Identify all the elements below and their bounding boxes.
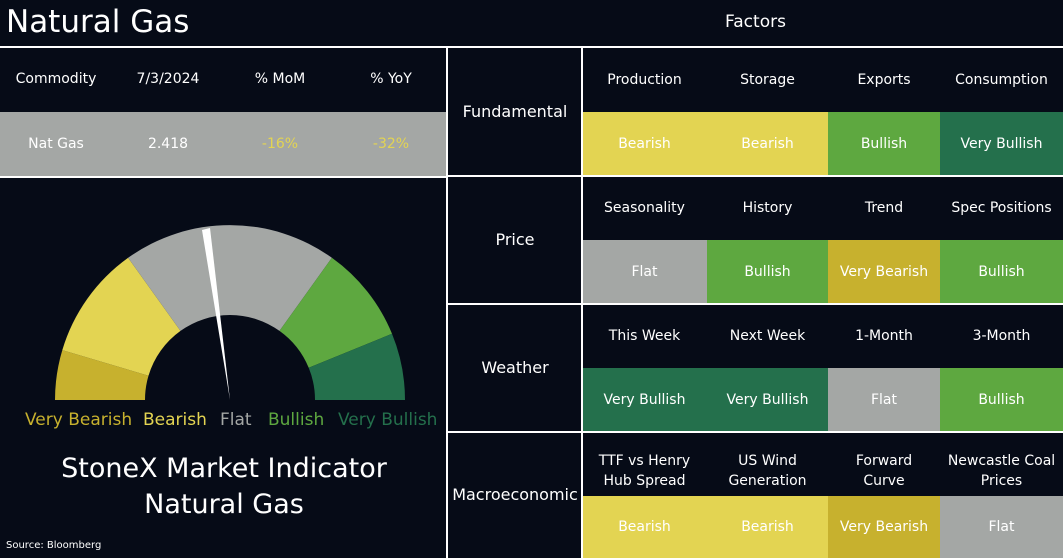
divider (448, 431, 1063, 433)
factor-name: Exports (857, 72, 911, 88)
category-price: Price (495, 230, 535, 249)
factor-name: Trend (864, 200, 904, 216)
factors-title: Factors (725, 12, 786, 32)
mom-change: -16% (261, 136, 299, 152)
category-macroeconomic: Macroeconomic (452, 485, 578, 504)
factor-name: This Week (608, 328, 681, 344)
factor-signal: Bullish (940, 240, 1063, 304)
gauge-segment-flat (128, 225, 332, 331)
factor-name: Next Week (729, 328, 806, 344)
divider (448, 175, 1063, 177)
table-row: Nat Gas 2.418 -16% -32% (0, 112, 446, 176)
factor-signal: Flat (940, 496, 1063, 558)
factors-grid: Fundamental Production Storage Exports C… (448, 48, 1063, 558)
factor-signal: Bearish (707, 112, 828, 176)
divider (0, 46, 446, 48)
yoy-change: -32% (372, 136, 410, 152)
factor-signal: Very Bullish (582, 368, 707, 432)
factor-signal: Very Bearish (828, 496, 940, 558)
gauge-label-flat: Flat (220, 410, 252, 430)
gauge-label-bullish: Bullish (268, 410, 325, 430)
factor-signal: Bullish (707, 240, 828, 304)
factor-signal: Bearish (707, 496, 828, 558)
column-header-mom: % MoM (254, 71, 306, 87)
gauge-label-very-bearish: Very Bearish (25, 410, 133, 430)
factor-signal: Flat (582, 240, 707, 304)
factor-signal: Bullish (828, 112, 940, 176)
factor-name: Consumption (955, 72, 1048, 88)
factor-name: 3-Month (972, 328, 1031, 344)
factor-name: Spec Positions (951, 200, 1052, 216)
category-fundamental: Fundamental (462, 102, 568, 121)
factor-signal: Very Bullish (940, 112, 1063, 176)
gauge-segment-very-bearish (55, 350, 149, 400)
column-header-commodity: Commodity (15, 71, 97, 87)
category-weather: Weather (481, 358, 549, 377)
factor-signal: Flat (828, 368, 940, 432)
factor-name: 1-Month (855, 328, 913, 344)
column-header-date: 7/3/2024 (136, 71, 200, 87)
gauge-label-bearish: Bearish (143, 410, 207, 430)
factor-signal: Bearish (582, 112, 707, 176)
factor-name: Newcastle Coal Prices (947, 453, 1056, 489)
column-header-yoy: % YoY (370, 71, 412, 87)
gauge-segment-very-bullish (308, 333, 405, 400)
page-title: Natural Gas (6, 4, 190, 40)
factor-name: History (742, 200, 793, 216)
factor-name: TTF vs Henry Hub Spread (598, 453, 691, 489)
indicator-title-line1: StoneX Market Indicator (61, 453, 387, 484)
gauge-needle (202, 228, 230, 400)
divider (581, 46, 583, 558)
factor-name: Seasonality (604, 200, 685, 216)
factor-signal: Bearish (582, 496, 707, 558)
indicator-title-line2: Natural Gas (144, 489, 304, 520)
factor-signal: Very Bullish (707, 368, 828, 432)
source-note: Source: Bloomberg (6, 540, 102, 551)
gauge-label-very-bullish: Very Bullish (338, 410, 438, 430)
factor-name: US Wind Generation (728, 453, 807, 489)
gauge-segment-bullish (279, 257, 392, 368)
commodity-price: 2.418 (147, 136, 189, 152)
commodity-name: Nat Gas (28, 136, 84, 152)
factor-name: Storage (740, 72, 795, 88)
factor-signal: Bullish (940, 368, 1063, 432)
divider (448, 46, 1063, 48)
market-indicator-gauge (55, 225, 405, 400)
divider (448, 303, 1063, 305)
commodity-table: Commodity 7/3/2024 % MoM % YoY Nat Gas 2… (0, 46, 446, 176)
factor-signal: Very Bearish (828, 240, 940, 304)
gauge-segment-bearish (62, 257, 181, 376)
factor-name: Production (607, 72, 682, 88)
divider (0, 176, 446, 178)
factor-name: Forward Curve (855, 453, 913, 489)
divider (446, 46, 448, 558)
